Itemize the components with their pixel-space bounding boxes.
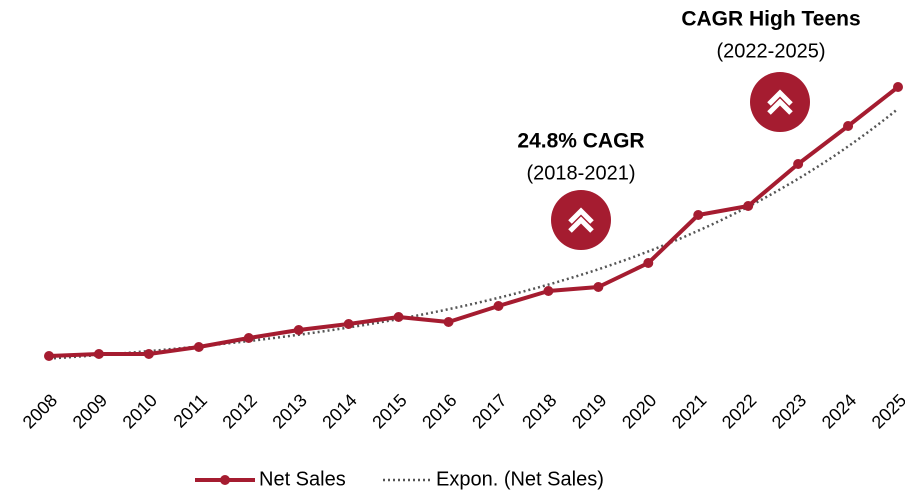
point — [643, 258, 654, 268]
x-tick-label: 2012 — [218, 390, 260, 432]
point — [293, 325, 304, 335]
x-tick-label: 2014 — [318, 390, 360, 432]
x-tick-label: 2019 — [568, 390, 610, 432]
legend-label: Net Sales — [259, 468, 346, 490]
point — [143, 349, 154, 359]
point — [343, 319, 354, 329]
x-tick-label: 2010 — [119, 390, 161, 432]
point — [593, 282, 604, 292]
line — [48, 85, 900, 358]
x-tick-label: 2025 — [868, 390, 905, 432]
point — [393, 312, 404, 322]
point — [93, 349, 104, 359]
point — [193, 342, 204, 352]
x-tick-label: 2021 — [668, 390, 710, 432]
x-tick-label: 2024 — [818, 390, 860, 432]
annotation-title: 24.8% CAGR — [517, 130, 644, 153]
point — [743, 201, 754, 211]
x-tick-label: 2009 — [69, 390, 111, 432]
x-tick-label: 2023 — [768, 390, 810, 432]
point — [843, 121, 854, 131]
x-tick-label: 2013 — [268, 390, 310, 432]
x-tick-label: 2011 — [169, 390, 211, 432]
point — [443, 317, 454, 327]
point — [543, 286, 554, 296]
point — [793, 159, 804, 169]
x-tick-label: 2020 — [618, 390, 660, 432]
legend-label: Expon. (Net Sales) — [436, 468, 604, 490]
legend-marker — [220, 475, 230, 485]
point — [44, 351, 54, 361]
annotation-subtitle: (2018-2021) — [527, 162, 636, 184]
x-tick-label: 2018 — [518, 390, 560, 432]
x-tick-label: 2022 — [718, 390, 760, 432]
x-tick-label: 2016 — [418, 390, 460, 432]
x-tick-label: 2015 — [368, 390, 410, 432]
x-tick-label: 2008 — [19, 390, 61, 432]
point — [493, 301, 504, 311]
point — [693, 210, 704, 220]
x-tick-label: 2017 — [468, 390, 510, 432]
annotation-title: CAGR High Teens — [681, 8, 860, 31]
point — [893, 82, 903, 92]
trendline — [48, 107, 899, 360]
annotation-subtitle: (2022-2025) — [717, 40, 826, 62]
point — [243, 333, 254, 343]
